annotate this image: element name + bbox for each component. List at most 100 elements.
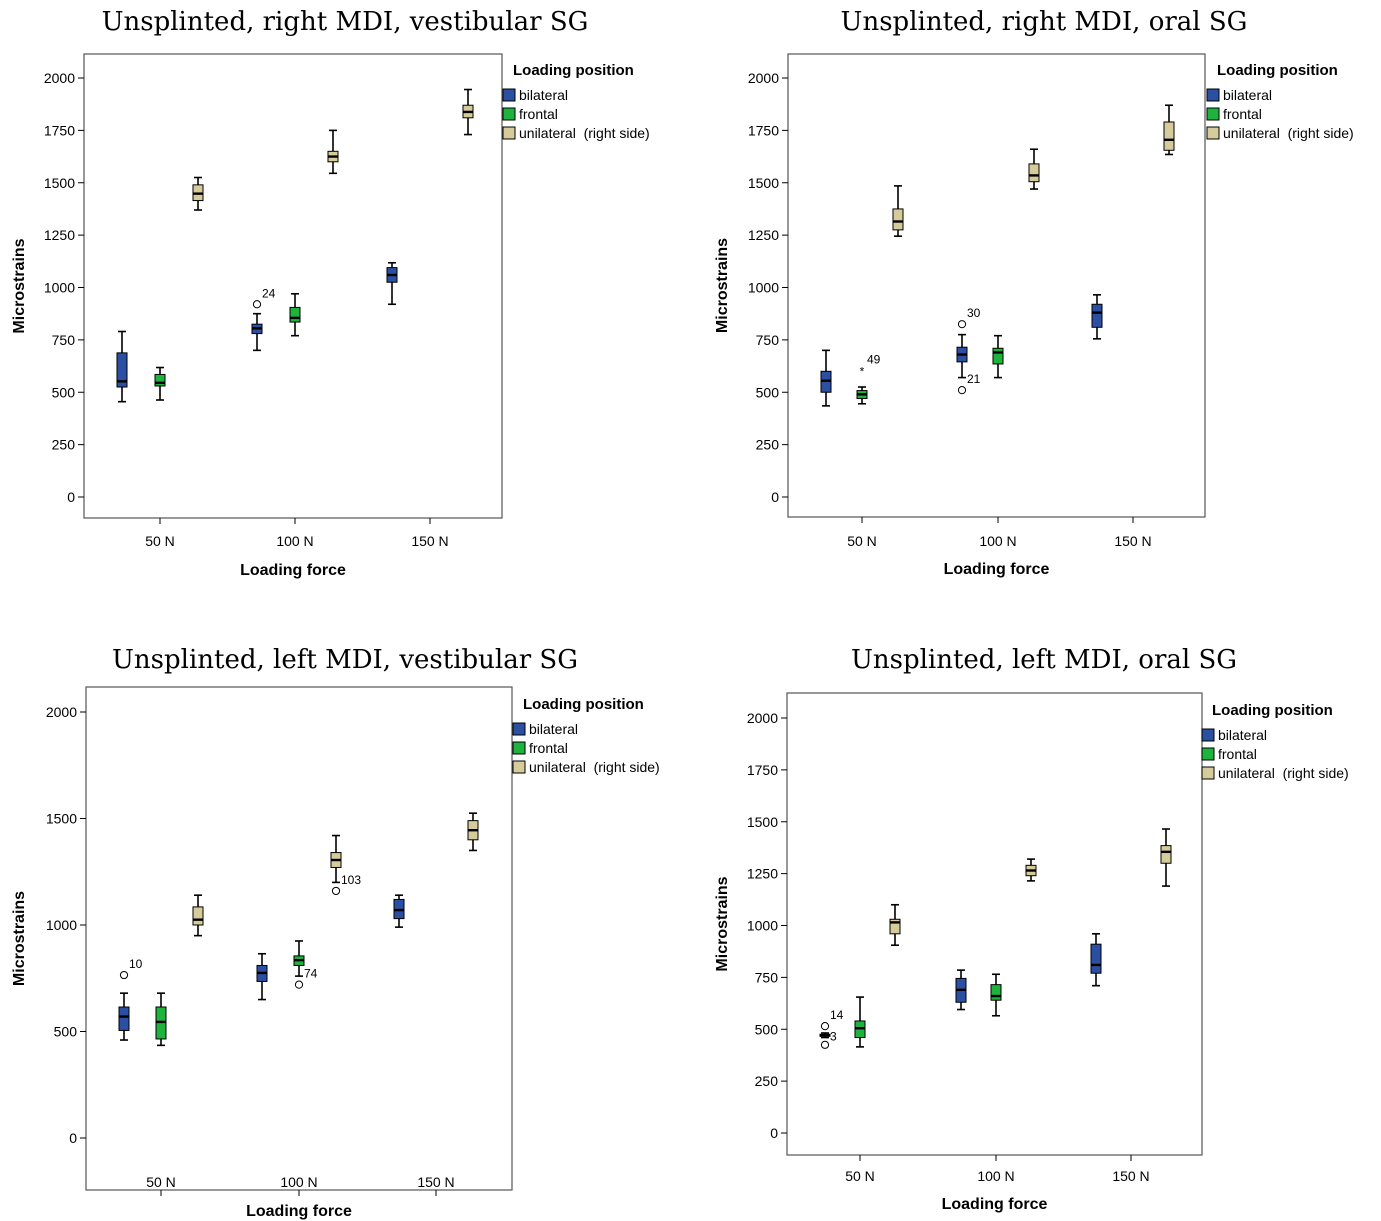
outlier-label: 14 bbox=[830, 1008, 844, 1022]
chart-title: Unsplinted, left MDI, vestibular SG bbox=[112, 645, 578, 675]
x-tick-label: 50 N bbox=[845, 1168, 875, 1184]
outlier-label: 24 bbox=[262, 286, 276, 300]
legend-label-unilateral: unilateral (right side) bbox=[519, 125, 650, 141]
y-tick-label: 1750 bbox=[44, 122, 75, 138]
legend-title: Loading position bbox=[523, 696, 644, 713]
box-unilateral-100-n bbox=[331, 836, 341, 883]
box-iqr bbox=[119, 1007, 129, 1030]
legend-title: Loading position bbox=[513, 62, 634, 79]
legend-label-frontal: frontal bbox=[1223, 106, 1262, 122]
y-tick-label: 1750 bbox=[748, 122, 779, 138]
box-frontal-100-n bbox=[993, 336, 1003, 378]
y-tick-label: 1500 bbox=[46, 811, 77, 827]
legend-swatch-frontal bbox=[1207, 108, 1219, 120]
box-unilateral-50-n bbox=[890, 905, 900, 945]
box-iqr bbox=[991, 985, 1001, 1001]
box-iqr bbox=[193, 907, 203, 925]
y-tick-label: 1250 bbox=[747, 866, 778, 882]
box-unilateral-150-n bbox=[1161, 829, 1171, 886]
legend-swatch-bilateral bbox=[503, 89, 515, 101]
x-tick-label: 100 N bbox=[276, 533, 313, 549]
box-iqr bbox=[1161, 846, 1171, 864]
outlier-star: * bbox=[860, 364, 865, 378]
y-axis-title: Microstrains bbox=[714, 238, 731, 333]
legend-swatch-bilateral bbox=[513, 723, 525, 735]
chart-title: Unsplinted, right MDI, vestibular SG bbox=[102, 7, 589, 37]
x-tick-label: 100 N bbox=[979, 533, 1016, 549]
box-unilateral-100-n bbox=[1026, 859, 1036, 881]
chart-panel-left-vestibular: Unsplinted, left MDI, vestibular SG 0 500 1… bbox=[0, 630, 690, 1221]
chart-panel-right-oral: Unsplinted, right MDI, oral SG 0 250 500 750… bbox=[690, 0, 1381, 600]
box-unilateral-150-n bbox=[1164, 105, 1174, 154]
y-tick-label: 0 bbox=[770, 1125, 778, 1141]
box-iqr bbox=[1092, 304, 1102, 327]
outlier-circle bbox=[821, 1041, 828, 1048]
legend-label-frontal: frontal bbox=[519, 106, 558, 122]
outlier-label: 30 bbox=[967, 306, 981, 320]
legend-label-frontal: frontal bbox=[1218, 746, 1257, 762]
y-tick-label: 1000 bbox=[46, 917, 77, 933]
legend-title: Loading position bbox=[1217, 62, 1338, 79]
legend-label-frontal: frontal bbox=[529, 740, 568, 756]
chart-panel-left-oral: Unsplinted, left MDI, oral SG 0 250 500 750 1… bbox=[690, 630, 1381, 1221]
y-tick-label: 250 bbox=[52, 437, 76, 453]
plot-frame bbox=[788, 54, 1205, 517]
box-bilateral-150-n bbox=[1092, 295, 1102, 339]
y-tick-label: 250 bbox=[755, 1073, 779, 1089]
box-frontal-100-n bbox=[290, 294, 300, 336]
y-tick-label: 1750 bbox=[747, 762, 778, 778]
outlier-circle bbox=[958, 387, 965, 394]
box-frontal-50-n bbox=[857, 387, 867, 404]
legend-swatch-unilateral bbox=[503, 127, 515, 139]
outlier-circle bbox=[253, 301, 260, 308]
legend-label-bilateral: bilateral bbox=[1218, 727, 1267, 743]
x-tick-label: 150 N bbox=[1112, 1168, 1149, 1184]
box-bilateral-150-n bbox=[1091, 934, 1101, 986]
box-bilateral-150-n bbox=[394, 895, 404, 927]
y-tick-label: 0 bbox=[69, 1130, 77, 1146]
y-tick-label: 1500 bbox=[747, 814, 778, 830]
y-tick-label: 2000 bbox=[44, 70, 75, 86]
outlier-circle bbox=[295, 981, 302, 988]
x-axis-title: Loading force bbox=[944, 561, 1050, 578]
plot-frame bbox=[787, 693, 1202, 1155]
y-tick-label: 1000 bbox=[44, 280, 75, 296]
box-iqr bbox=[1091, 944, 1101, 973]
y-tick-label: 0 bbox=[67, 489, 75, 505]
x-tick-label: 50 N bbox=[847, 533, 877, 549]
y-tick-label: 1000 bbox=[747, 918, 778, 934]
y-tick-label: 500 bbox=[756, 384, 780, 400]
x-tick-label: 50 N bbox=[146, 1174, 176, 1190]
plot-frame bbox=[84, 54, 502, 518]
legend-swatch-frontal bbox=[513, 742, 525, 754]
box-iqr bbox=[1164, 122, 1174, 150]
box-frontal-50-n bbox=[855, 997, 865, 1047]
box-frontal-100-n bbox=[991, 974, 1001, 1016]
box-bilateral-100-n bbox=[957, 335, 967, 378]
box-unilateral-150-n bbox=[463, 90, 473, 135]
x-tick-label: 150 N bbox=[411, 533, 448, 549]
outlier-circle bbox=[332, 887, 339, 894]
box-iqr bbox=[893, 209, 903, 230]
legend-swatch-frontal bbox=[503, 108, 515, 120]
box-frontal-100-n bbox=[294, 941, 304, 976]
box-bilateral-100-n bbox=[257, 954, 267, 1000]
outlier-label: 3 bbox=[830, 1029, 837, 1043]
x-axis-title: Loading force bbox=[246, 1203, 352, 1220]
plot-frame bbox=[86, 687, 512, 1190]
chart-title: Unsplinted, right MDI, oral SG bbox=[841, 7, 1248, 37]
x-tick-label: 150 N bbox=[417, 1174, 454, 1190]
y-tick-label: 1500 bbox=[748, 175, 779, 191]
outlier-circle bbox=[821, 1023, 828, 1030]
y-tick-label: 2000 bbox=[747, 710, 778, 726]
chart-title: Unsplinted, left MDI, oral SG bbox=[851, 645, 1237, 675]
outlier-label: 10 bbox=[129, 957, 143, 971]
legend-label-bilateral: bilateral bbox=[529, 721, 578, 737]
box-frontal-50-n bbox=[155, 368, 165, 400]
box-iqr bbox=[993, 348, 1003, 364]
x-tick-label: 50 N bbox=[145, 533, 175, 549]
legend-swatch-frontal bbox=[1202, 748, 1214, 760]
chart-panel-right-vestibular: Unsplinted, right MDI, vestibular SG 0 250… bbox=[0, 0, 690, 600]
box-frontal-50-n bbox=[156, 993, 166, 1045]
y-tick-label: 250 bbox=[756, 437, 780, 453]
